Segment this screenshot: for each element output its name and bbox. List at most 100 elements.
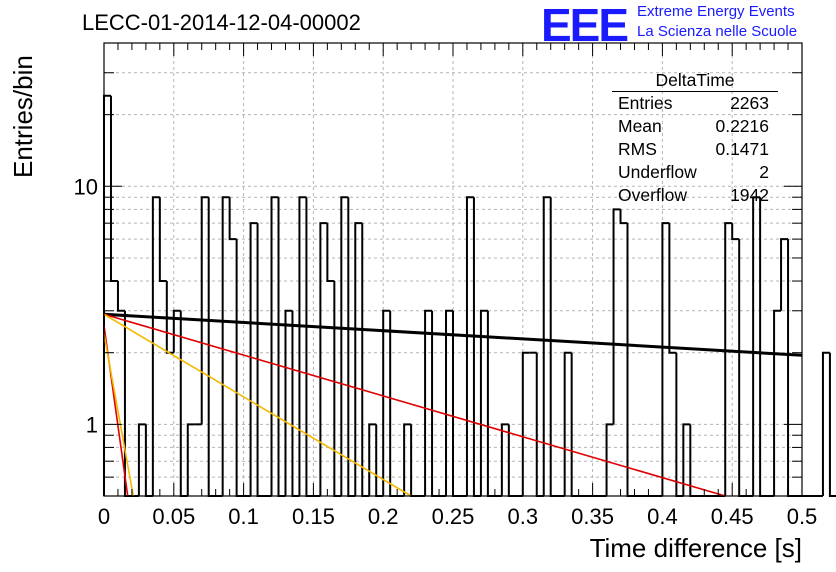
stats-value: 2 [759,162,769,182]
stats-key: Underflow [618,162,697,182]
histogram-bin [479,309,488,496]
logo-mark: EEE [541,0,629,51]
histogram-bin [724,222,733,496]
histogram-bin [200,196,209,425]
y-axis-label: Entries/bin [8,55,38,178]
histogram-bin [773,309,782,496]
stats-title: DeltaTime [612,70,778,92]
x-tick-label: 0.25 [432,504,475,529]
histogram-bin [521,351,530,496]
stats-box: DeltaTime Entries 2263 Mean 0.2216 RMS 0… [612,70,778,207]
histogram-bin [828,352,836,497]
x-tick-label: 0 [98,504,110,529]
histogram-bin [165,281,174,354]
stats-row-underflow: Underflow 2 [612,161,778,184]
histogram-bin [752,196,761,496]
histogram-bin [389,310,398,497]
fit-line [103,333,135,497]
stats-value: 0.2216 [715,116,769,136]
x-tick-label: 0.15 [292,504,335,529]
histogram-bin [472,197,481,497]
histogram-bin [731,223,740,241]
stats-key: Overflow [618,185,688,205]
histogram-bin [445,309,453,496]
logo-line-2: La Scienza nelle Scuole [637,23,798,40]
histogram-bin [116,281,125,312]
histogram-bin [780,238,789,311]
x-tick-label: 0.35 [571,504,614,529]
stats-row-rms: RMS 0.1471 [612,138,778,161]
histogram-bin [333,281,342,497]
fit-line [103,313,726,497]
logo-line-1: Extreme Energy Events [637,3,795,20]
histogram-bin [605,423,614,496]
x-tick-label: 0.45 [711,504,754,529]
fit-lines [103,312,803,497]
histogram-bin [235,239,244,497]
stats-key: Mean [618,116,662,136]
x-tick-label: 0.4 [647,504,678,529]
histogram-bin [277,197,286,497]
fit-line [103,313,412,497]
histogram-bin [137,423,146,496]
histogram-bin [305,197,314,497]
chart-title: LECC-01-2014-12-04-00002 [82,10,361,35]
histogram-bin [549,197,558,497]
stats-row-mean: Mean 0.2216 [612,115,778,138]
histogram-bin [542,196,551,496]
histogram-bin [319,222,328,496]
histogram-bin [284,309,293,496]
histogram-bin [787,239,796,497]
histogram-bin [668,223,677,354]
histogram-bin [354,222,363,496]
stats-row-entries: Entries 2263 [612,92,778,115]
histogram-bin [759,197,768,497]
histogram-bin [361,223,370,497]
histogram-bin [661,222,670,496]
fit-line [103,312,803,357]
histogram-bin [228,197,237,241]
x-tick-label: 0.5 [787,504,818,529]
x-tick-label: 0.05 [152,504,195,529]
histogram-bin [500,423,509,496]
histogram-bin [326,223,335,283]
x-tick-label: 0.3 [508,504,539,529]
stats-value: 2263 [730,93,769,113]
histogram-bin [221,196,230,496]
histogram-bin [821,351,830,496]
histogram-bin [465,196,474,496]
histogram-bin [403,423,412,496]
histogram-bin [682,423,691,496]
histogram-bin [249,222,258,496]
x-tick-label: 0.2 [368,504,399,529]
stats-value: 0.1471 [715,139,769,159]
histogram-bin [612,208,621,425]
histogram-bin [103,94,111,496]
histogram-bin [347,197,356,497]
histogram-bin [738,239,747,497]
stats-row-overflow: Overflow 1942 [612,184,778,207]
stats-key: Entries [618,93,673,113]
histogram-bin [431,310,440,497]
histogram-bin [172,309,181,353]
histogram-bin [158,197,167,283]
y-tick-label: 1 [86,412,98,437]
histogram-bin [186,423,195,496]
histogram-bin [626,223,635,497]
histogram-bin [340,196,349,496]
histogram-bin [270,196,279,496]
y-tick-label: 10 [74,174,98,199]
histogram-bin [291,310,300,497]
histogram-bin [452,310,460,497]
histogram-bin [151,196,160,496]
axes [103,42,803,497]
histogram-bin [382,309,391,496]
x-axis-label: Time difference [s] [589,533,802,563]
histogram-bin [619,209,628,225]
tick-labels: 0 0.05 0.1 0.15 0.2 0.25 0.3 0.35 0.4 0.45 0.5 1 10 [74,174,818,529]
stats-value: 1942 [730,185,769,205]
histogram-bin [298,196,307,496]
stats-key: RMS [618,139,657,159]
x-tick-label: 0.1 [228,504,259,529]
